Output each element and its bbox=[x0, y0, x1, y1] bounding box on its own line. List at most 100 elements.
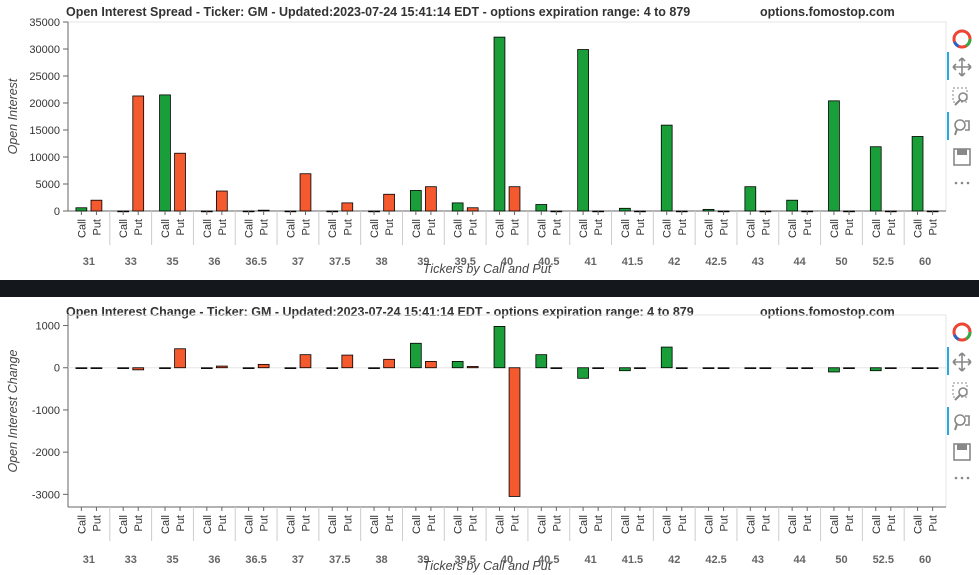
call-bar bbox=[451, 202, 464, 212]
strike-group-label: 44 bbox=[794, 256, 807, 268]
strike-group-label: 43 bbox=[752, 256, 764, 268]
call-tick-label: Call bbox=[662, 515, 674, 534]
box-zoom-tool-icon[interactable] bbox=[951, 381, 973, 403]
call-bar bbox=[911, 367, 924, 369]
call-tick-label: Call bbox=[662, 219, 674, 238]
put-bar bbox=[508, 186, 521, 212]
call-tick-label: Call bbox=[620, 515, 632, 534]
call-bar bbox=[911, 136, 924, 212]
call-tick-label: Call bbox=[160, 219, 172, 238]
put-tick-label: Put bbox=[551, 219, 563, 236]
call-bar bbox=[200, 367, 213, 369]
y-tick-label: -1000 bbox=[32, 405, 60, 417]
strike-group-label: 38 bbox=[375, 554, 387, 566]
active-tool-indicator bbox=[947, 112, 949, 140]
y-tick-label: 0 bbox=[54, 206, 60, 218]
call-tick-label: Call bbox=[369, 515, 381, 534]
put-bar bbox=[257, 363, 270, 369]
put-tick-label: Put bbox=[802, 515, 814, 532]
more-tools-icon[interactable] bbox=[951, 172, 973, 194]
call-tick-label: Call bbox=[787, 515, 799, 534]
strike-group-label: 35 bbox=[166, 554, 178, 566]
put-tick-label: Put bbox=[342, 219, 354, 236]
call-bar bbox=[702, 367, 715, 369]
active-tool-indicator bbox=[947, 407, 949, 435]
box-zoom-tool-icon[interactable] bbox=[951, 86, 973, 108]
call-tick-label: Call bbox=[453, 515, 465, 534]
strike-group-label: 38 bbox=[375, 256, 387, 268]
call-bar bbox=[744, 186, 757, 212]
put-tick-label: Put bbox=[384, 219, 396, 236]
put-tick-label: Put bbox=[175, 515, 187, 532]
put-tick-label: Put bbox=[175, 219, 187, 236]
put-bar bbox=[884, 367, 897, 369]
save-tool-icon[interactable] bbox=[951, 441, 973, 463]
strike-group-label: 50 bbox=[835, 256, 847, 268]
put-tick-label: Put bbox=[635, 219, 647, 236]
put-tick-label: Put bbox=[635, 515, 647, 532]
open-interest-change-panel: Open Interest Change - Ticker: GM - Upda… bbox=[0, 297, 979, 575]
bokeh-logo-icon[interactable] bbox=[951, 321, 973, 343]
wheel-zoom-tool-icon[interactable] bbox=[951, 411, 973, 433]
call-tick-label: Call bbox=[76, 219, 88, 238]
call-bar bbox=[577, 367, 589, 379]
call-bar bbox=[242, 367, 255, 369]
bokeh-logo-icon[interactable] bbox=[951, 28, 973, 50]
strike-group-label: 33 bbox=[125, 554, 137, 566]
call-tick-label: Call bbox=[787, 219, 799, 238]
call-tick-label: Call bbox=[160, 515, 172, 534]
panel-divider bbox=[0, 280, 979, 297]
y-tick-label: 30000 bbox=[29, 44, 60, 56]
call-bar bbox=[869, 367, 882, 372]
open-interest-change-chart: Open Interest Change - Ticker: GM - Upda… bbox=[6, 305, 947, 573]
put-tick-label: Put bbox=[593, 219, 605, 236]
call-bar bbox=[410, 342, 422, 369]
save-tool-icon[interactable] bbox=[951, 146, 973, 168]
x-axis-label: Tickers by Call and Put bbox=[423, 559, 552, 573]
strike-group-label: 37.5 bbox=[329, 554, 350, 566]
call-tick-label: Call bbox=[704, 219, 716, 238]
put-bar bbox=[299, 173, 312, 212]
active-tool-indicator bbox=[947, 347, 949, 375]
call-bar bbox=[828, 100, 840, 212]
strike-group-label: 40.5 bbox=[538, 256, 559, 268]
put-bar bbox=[550, 367, 563, 369]
strike-group-label: 40.5 bbox=[538, 554, 559, 566]
call-tick-label: Call bbox=[327, 515, 339, 534]
put-tick-label: Put bbox=[426, 515, 438, 532]
strike-group-label: 36.5 bbox=[245, 256, 266, 268]
strike-group-label: 31 bbox=[83, 256, 95, 268]
y-tick-label: 1000 bbox=[36, 321, 60, 333]
more-tools-icon[interactable] bbox=[951, 467, 973, 489]
open-interest-spread-panel: Open Interest Spread - Ticker: GM - Upda… bbox=[0, 0, 979, 280]
call-tick-label: Call bbox=[76, 515, 88, 534]
y-tick-label: 20000 bbox=[29, 98, 60, 110]
y-axis-label: Open Interest bbox=[6, 78, 20, 154]
put-tick-label: Put bbox=[719, 219, 731, 236]
call-bar bbox=[75, 367, 88, 369]
put-tick-label: Put bbox=[133, 515, 145, 532]
wheel-zoom-tool-icon[interactable] bbox=[951, 116, 973, 138]
call-tick-label: Call bbox=[578, 515, 590, 534]
put-bar bbox=[425, 186, 437, 212]
strike-group-label: 33 bbox=[125, 256, 137, 268]
strike-group-label: 36.5 bbox=[245, 554, 266, 566]
strike-group-label: 37.5 bbox=[329, 256, 350, 268]
put-tick-label: Put bbox=[844, 219, 856, 236]
put-tick-label: Put bbox=[928, 219, 940, 236]
strike-group-label: 42 bbox=[668, 256, 680, 268]
call-tick-label: Call bbox=[285, 219, 297, 238]
y-tick-label: 0 bbox=[54, 363, 60, 375]
put-bar bbox=[257, 209, 270, 212]
put-bar bbox=[634, 367, 646, 369]
pan-tool-icon[interactable] bbox=[951, 351, 973, 373]
pan-tool-icon[interactable] bbox=[951, 56, 973, 78]
put-bar bbox=[717, 367, 730, 369]
put-tick-label: Put bbox=[217, 219, 229, 236]
put-tick-label: Put bbox=[468, 515, 480, 532]
put-bar bbox=[174, 152, 186, 212]
call-tick-label: Call bbox=[453, 219, 465, 238]
strike-group-label: 41.5 bbox=[622, 554, 643, 566]
call-tick-label: Call bbox=[202, 515, 214, 534]
call-bar bbox=[451, 361, 464, 369]
